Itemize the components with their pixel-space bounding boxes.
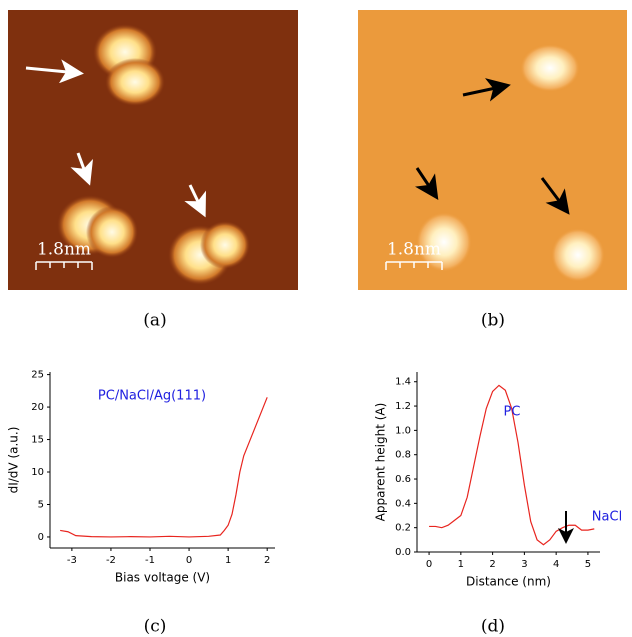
y-tick-label: 5 (38, 499, 44, 510)
x-tick-label: -2 (106, 555, 116, 566)
x-tick-label: 2 (489, 559, 495, 570)
y-tick-label: 25 (31, 370, 44, 381)
x-tick-label: 4 (553, 559, 559, 570)
scale-bar-label: 1.8nm (37, 240, 91, 260)
y-tick-label: 0.6 (395, 474, 411, 485)
y-axis-label: dI/dV (a.u.) (7, 427, 21, 494)
annotation: PC/NaCl/Ag(111) (98, 389, 206, 404)
panel-label: (b) (481, 311, 505, 331)
y-tick-label: 10 (31, 467, 44, 478)
y-tick-label: 0 (38, 532, 44, 543)
y-tick-label: 1.4 (395, 377, 411, 388)
y-tick-label: 1.0 (395, 425, 411, 436)
x-tick-label: 1 (225, 555, 231, 566)
x-tick-label: 5 (585, 559, 591, 570)
x-tick-label: 3 (521, 559, 527, 570)
stm-image-a (8, 10, 298, 290)
x-axis-label: Bias voltage (V) (115, 571, 210, 585)
y-tick-label: 20 (31, 402, 44, 413)
annotation: PC (504, 405, 521, 420)
x-tick-label: 0 (186, 555, 192, 566)
y-tick-label: 1.2 (395, 401, 411, 412)
y-tick-label: 0.0 (395, 547, 411, 558)
x-tick-label: 0 (426, 559, 432, 570)
panel-label: (d) (481, 617, 505, 637)
y-tick-label: 15 (31, 435, 44, 446)
x-tick-label: -1 (145, 555, 155, 566)
y-tick-label: 0.8 (395, 450, 411, 461)
stm-image-b (358, 10, 627, 290)
panel-label: (c) (144, 617, 167, 637)
x-axis-label: Distance (nm) (466, 575, 551, 589)
data-line (60, 397, 268, 538)
x-tick-label: 1 (458, 559, 464, 570)
panel-label: (a) (143, 311, 166, 331)
annotation: NaCl (592, 510, 622, 525)
x-tick-label: 2 (264, 555, 270, 566)
y-tick-label: 0.2 (395, 523, 411, 534)
y-tick-label: 0.4 (395, 498, 411, 509)
y-axis-label: Apparent height (A) (374, 403, 388, 522)
x-tick-label: -3 (67, 555, 77, 566)
scale-bar-label: 1.8nm (387, 240, 441, 260)
